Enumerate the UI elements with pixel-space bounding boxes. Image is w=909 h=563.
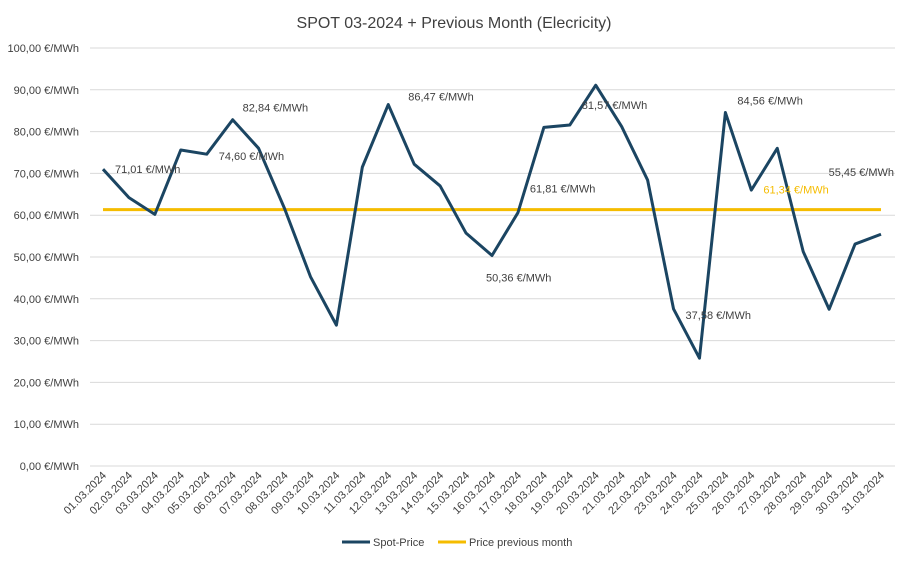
legend-label: Spot-Price bbox=[373, 537, 424, 549]
data-label: 74,60 €/MWh bbox=[219, 151, 284, 163]
y-tick-label: 20,00 €/MWh bbox=[14, 377, 79, 389]
y-tick-label: 0,00 €/MWh bbox=[20, 461, 79, 473]
legend-label: Price previous month bbox=[469, 537, 572, 549]
y-tick-label: 50,00 €/MWh bbox=[14, 252, 79, 264]
data-label: 71,01 €/MWh bbox=[115, 164, 180, 176]
data-label: 82,84 €/MWh bbox=[243, 103, 308, 115]
data-label: 81,57 €/MWh bbox=[582, 100, 647, 112]
y-tick-label: 100,00 €/MWh bbox=[7, 43, 79, 55]
data-label: 61,34 €/MWh bbox=[763, 185, 828, 197]
y-tick-label: 70,00 €/MWh bbox=[14, 168, 79, 180]
data-label: 55,45 €/MWh bbox=[829, 167, 894, 179]
spot-price-line bbox=[101, 83, 882, 360]
data-label: 86,47 €/MWh bbox=[408, 92, 473, 104]
chart-title: SPOT 03-2024 + Previous Month (Elecricit… bbox=[297, 15, 612, 32]
data-label: 50,36 €/MWh bbox=[486, 272, 551, 284]
y-tick-label: 90,00 €/MWh bbox=[14, 85, 79, 97]
data-label: 84,56 €/MWh bbox=[737, 96, 802, 108]
y-tick-label: 30,00 €/MWh bbox=[14, 336, 79, 348]
y-tick-label: 80,00 €/MWh bbox=[14, 127, 79, 139]
y-tick-label: 40,00 €/MWh bbox=[14, 294, 79, 306]
data-label: 61,81 €/MWh bbox=[530, 184, 595, 196]
data-label: 37,58 €/MWh bbox=[686, 310, 751, 322]
y-tick-label: 10,00 €/MWh bbox=[14, 419, 79, 431]
y-tick-label: 60,00 €/MWh bbox=[14, 210, 79, 222]
